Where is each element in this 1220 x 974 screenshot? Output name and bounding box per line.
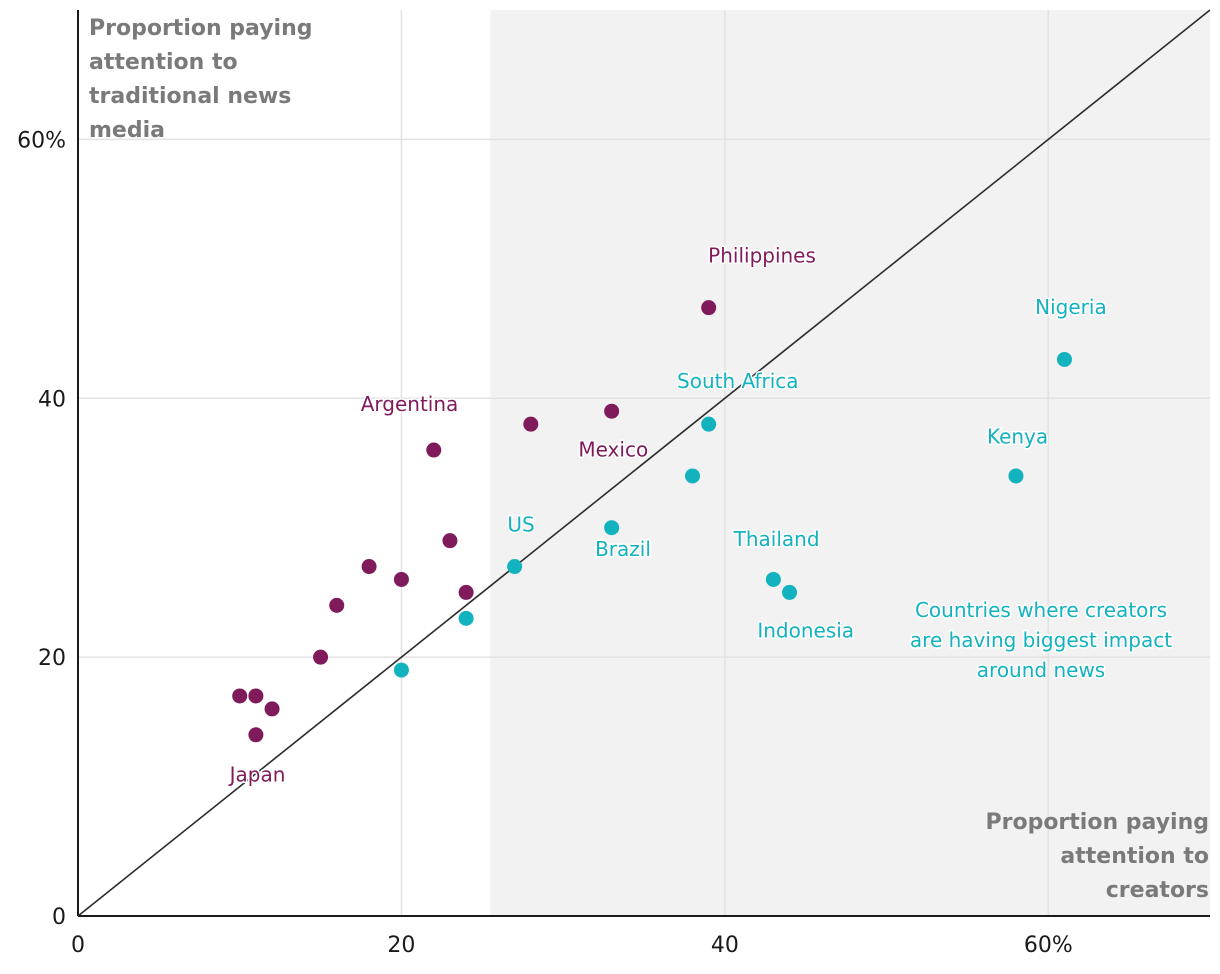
data-point <box>523 416 539 432</box>
country-label: Thailand <box>733 527 820 551</box>
data-point <box>458 610 474 626</box>
data-point <box>507 559 523 575</box>
x-axis-title-line: Proportion paying <box>985 810 1209 835</box>
data-point <box>442 533 458 549</box>
x-tick-label: 60% <box>1024 933 1073 958</box>
country-label: South Africa <box>677 369 799 393</box>
tick-labels: 0 20 40 60% 0 20 40 60% <box>17 128 1073 958</box>
data-points <box>232 300 1072 743</box>
annotation-line: around news <box>977 658 1105 682</box>
data-point <box>1056 351 1072 367</box>
country-label: Nigeria <box>1035 295 1107 319</box>
y-axis-title: Proportion paying attention to traditional… <box>89 16 313 143</box>
data-point <box>361 559 377 575</box>
y-tick-label: 0 <box>52 905 66 930</box>
data-point <box>458 584 474 600</box>
creator-impact-region <box>490 10 1210 916</box>
country-label: Brazil <box>595 537 651 561</box>
country-labels: Philippines Argentina Mexico Japan South Afr… <box>226 242 1108 788</box>
data-point <box>248 688 264 704</box>
data-point <box>604 403 620 419</box>
country-label: Kenya <box>987 425 1048 449</box>
y-axis-title-line: traditional news <box>89 84 291 109</box>
data-point <box>264 701 280 717</box>
parity-diagonal-line <box>77 9 1211 917</box>
x-axis-title-line: creators <box>1106 878 1209 903</box>
y-axis-title-line: Proportion paying <box>89 16 313 41</box>
annotation-line: are having biggest impact <box>910 628 1172 652</box>
x-axis-title-line: attention to <box>1060 844 1209 869</box>
axes <box>77 10 1210 917</box>
gridlines <box>78 10 1210 916</box>
country-label: US <box>507 513 534 537</box>
data-point <box>701 300 717 316</box>
x-axis-title: Proportion paying attention to creators <box>985 810 1209 903</box>
x-tick-label: 40 <box>711 933 739 958</box>
country-label: Philippines <box>708 243 816 267</box>
data-point <box>765 571 781 587</box>
country-label: Mexico <box>578 438 648 462</box>
y-tick-label: 60% <box>17 128 66 153</box>
country-label: Japan <box>228 762 286 786</box>
data-point <box>232 688 248 704</box>
country-label: Argentina <box>361 392 459 416</box>
data-point <box>1008 468 1024 484</box>
data-point <box>701 416 717 432</box>
country-label: Indonesia <box>757 619 854 643</box>
x-tick-label: 0 <box>71 933 85 958</box>
data-point <box>426 442 442 458</box>
annotation-line: Countries where creators <box>915 598 1167 622</box>
y-tick-label: 40 <box>38 387 66 412</box>
data-point <box>313 649 329 665</box>
data-point <box>393 571 409 587</box>
x-tick-label: 20 <box>387 933 415 958</box>
data-point <box>685 468 701 484</box>
data-point <box>248 727 264 743</box>
data-point <box>329 597 345 613</box>
y-axis-title-line: attention to <box>89 50 238 75</box>
data-point <box>393 662 409 678</box>
data-point <box>604 520 620 536</box>
y-axis-title-line: media <box>89 118 165 143</box>
creator-impact-annotation: Countries where creators are having bigge… <box>908 597 1173 684</box>
data-point <box>782 584 798 600</box>
y-tick-label: 20 <box>38 646 66 671</box>
